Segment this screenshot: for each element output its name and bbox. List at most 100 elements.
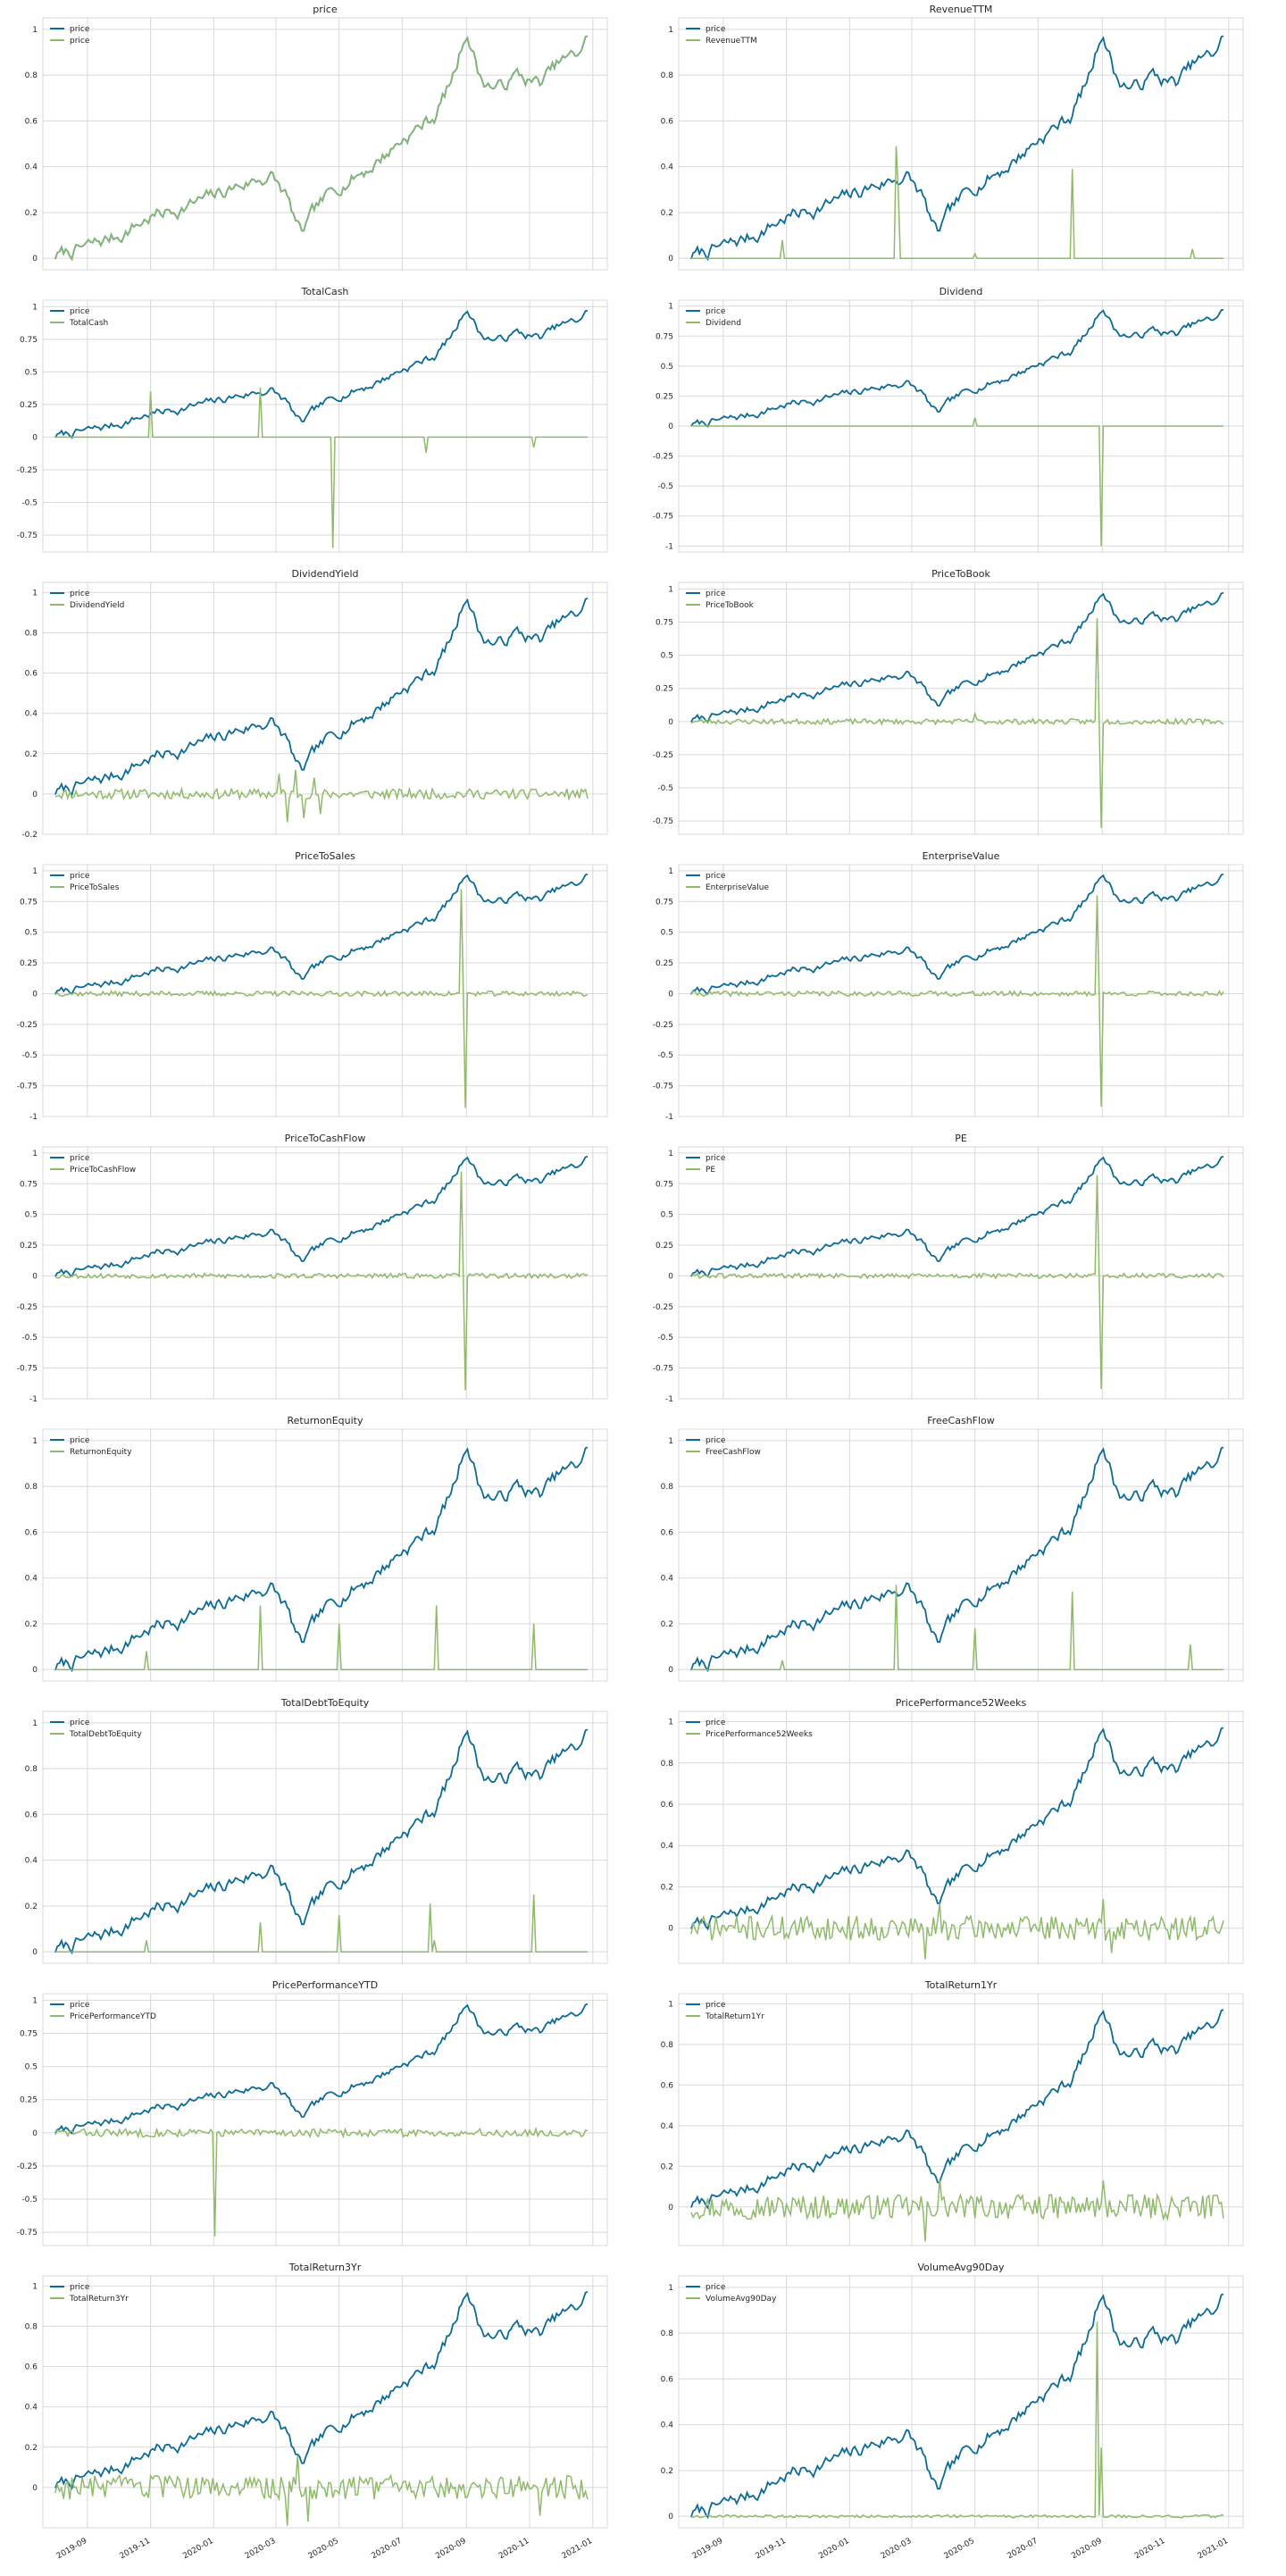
plot-area [678,2275,1244,2529]
price-line [54,874,589,996]
y-tick-label: 1 [32,867,38,876]
x-tick-label: 2020-05 [943,2537,977,2561]
panel-title: PriceToBook [931,568,990,580]
plot-area [42,1710,608,1964]
legend: price Dividend [686,307,741,328]
plot-area [42,17,608,271]
y-tick-label: 1 [668,1719,673,1727]
price-line [54,1728,589,1955]
panel-returnonequity: 0 0.2 0.4 0.6 0.8 1 ReturnonEquity price Returno… [25,1415,608,1682]
panel-volumeavg90day: 0 0.2 0.4 0.6 0.8 1 VolumeAvg90Day price VolumeA… [661,2262,1244,2562]
legend-label: price [70,37,90,46]
y-tick-label: 1 [668,303,673,312]
y-tick-label: -0.5 [21,498,38,507]
legend-label: price [706,1154,726,1163]
y-tick-label: 0.2 [661,2162,673,2171]
panel-dividend: -1-0.75-0.5-0.2500.250.50.751Dividendpri… [653,286,1244,553]
indicator-line [690,417,1223,547]
panel-title: Dividend [939,286,983,297]
y-tick-label: 0.5 [661,929,673,938]
y-tick-label: -0.25 [17,1303,38,1312]
y-tick-label: -0.5 [657,784,673,793]
y-tick-label: 0.4 [25,163,38,172]
y-tick-label: 0.5 [661,363,673,372]
y-tick-label: 0 [668,255,673,263]
legend-label: price [70,1436,90,1445]
price-line [690,35,1224,262]
y-tick-label: 0.6 [661,2081,674,2090]
y-tick-label: 0.4 [661,2421,674,2430]
y-tick-label: 0.2 [25,2444,38,2453]
y-tick-label: -0.25 [17,2162,38,2171]
y-tick-label: -1 [665,1395,673,1404]
legend: price TotalReturn1Yr [686,2001,764,2021]
y-tick-label: 0.4 [25,1857,38,1866]
panel-enterprisevalue: -1 -0.75 -0.5 -0.25 0 0.25 0.5 0.75 1 EnterpriseV… [653,850,1244,1122]
legend-label: price [70,1719,90,1727]
plot-area [678,1146,1244,1400]
y-tick-label: 0.75 [20,1180,38,1189]
panel-price: 0 0.2 0.4 0.6 0.8 1 price price price [25,4,608,271]
y-tick-label: 0.25 [656,685,673,694]
legend-label: price [70,2001,90,2010]
panel-totalreturn3yr: 0 0.2 0.4 0.6 0.8 1 TotalReturn3Yr price TotalRe… [25,2262,608,2561]
price-line [54,2003,589,2135]
y-tick-label: 0.6 [661,2375,674,2384]
y-tick-label: 1 [668,2284,673,2293]
indicator-line [690,1175,1224,1390]
y-tick-label: 0 [32,790,38,799]
panel-pricetocashflow: -1 -0.75 -0.5 -0.25 0 0.25 0.5 0.75 1 PriceToCash… [17,1133,608,1404]
x-tick-label: 2020-07 [370,2537,404,2561]
y-tick-label: 0.75 [656,332,673,341]
panel-totaldebttoequity: 0 0.2 0.4 0.6 0.8 1 TotalDebtToEquity price Tota… [25,1697,608,1964]
y-tick-label: -0.75 [17,1365,38,1374]
y-tick-label: 0 [32,1666,38,1675]
y-tick-label: 0.75 [656,1180,673,1189]
y-tick-label: 1 [32,1719,38,1728]
legend: price PriceToBook [686,590,755,610]
indicator-line [54,387,588,548]
y-tick-label: 0.8 [25,629,38,638]
x-tick-label: 2020-07 [1006,2537,1040,2561]
legend-label: ReturnonEquity [70,1448,132,1457]
y-tick-label: 0.75 [656,619,673,628]
plot-area [678,1993,1244,2246]
plot-area [42,1428,608,1682]
plot-area [678,864,1244,1117]
y-tick-label: 0.4 [25,1575,38,1584]
legend: price PE [686,1154,726,1175]
legend-label: PricePerformance52Weeks [706,1730,813,1739]
indicator-line [54,1171,589,1391]
y-tick-label: 0 [32,2484,38,2493]
legend: price TotalReturn3Yr [50,2283,129,2304]
y-tick-label: -0.25 [653,751,673,760]
x-tick-label: 2020-09 [1070,2537,1104,2562]
indicator-line [54,889,589,1108]
y-tick-label: -0.5 [21,1334,38,1342]
legend-label: price [70,1154,90,1163]
y-tick-label: -0.5 [21,2195,38,2204]
plot-area [678,17,1244,271]
panel-title: TotalReturn3Yr [288,2262,362,2273]
price-line [690,308,1224,428]
legend-label: price [70,307,90,316]
legend-label: TotalReturn1Yr [705,2012,764,2021]
legend-label: Dividend [706,319,741,328]
panel-title: PricePerformanceYTD [272,1979,378,1991]
panel-priceperformanceytd: -0.75 -0.5 -0.25 0 0.25 0.5 0.75 1 PricePerforma… [17,1979,608,2246]
legend: price DividendYield [50,590,124,610]
plot-area [42,299,608,553]
y-tick-label: 0.2 [25,1620,38,1629]
y-tick-label: -0.25 [653,1021,673,1030]
legend-label: FreeCashFlow [706,1448,761,1457]
y-tick-label: 0.8 [661,1760,674,1769]
x-tick-label: 2020-11 [497,2537,531,2561]
panel-totalcash: -0.75-0.5-0.2500.250.50.751TotalCashpric… [17,286,608,553]
y-tick-label: 1 [668,585,673,594]
plot-area [42,1146,608,1400]
y-tick-label: -0.5 [657,1334,673,1342]
legend-label: price [706,2283,726,2292]
panel-title: EnterpriseValue [923,850,1000,862]
indicator-line [690,2321,1223,2519]
indicator-line [690,2178,1224,2242]
